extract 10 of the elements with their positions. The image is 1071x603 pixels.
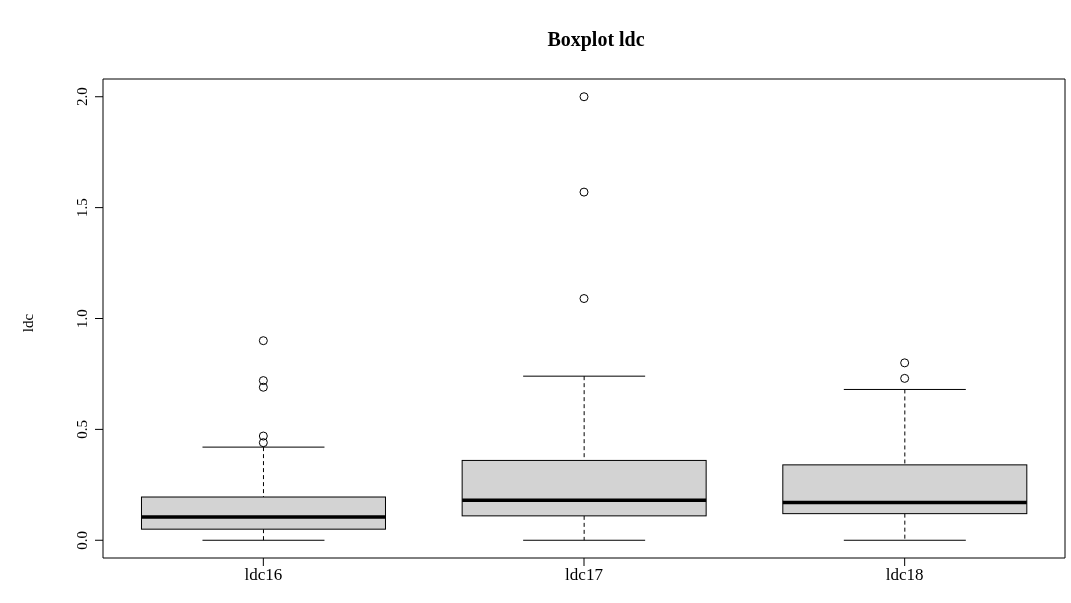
y-tick-label: 0.0 <box>74 530 90 550</box>
y-axis-title: ldc <box>20 313 36 333</box>
x-tick-label: ldc18 <box>885 565 924 585</box>
y-tick-label: 0.5 <box>74 420 90 439</box>
chart-title: Boxplot ldc <box>547 28 645 51</box>
y-tick-label: 2.0 <box>74 87 90 107</box>
y-tick-label: 1.0 <box>74 309 90 328</box>
y-tick-label: 1.5 <box>74 198 90 217</box>
x-tick-label: ldc16 <box>244 565 283 585</box>
x-tick-label: ldc17 <box>565 565 604 585</box>
